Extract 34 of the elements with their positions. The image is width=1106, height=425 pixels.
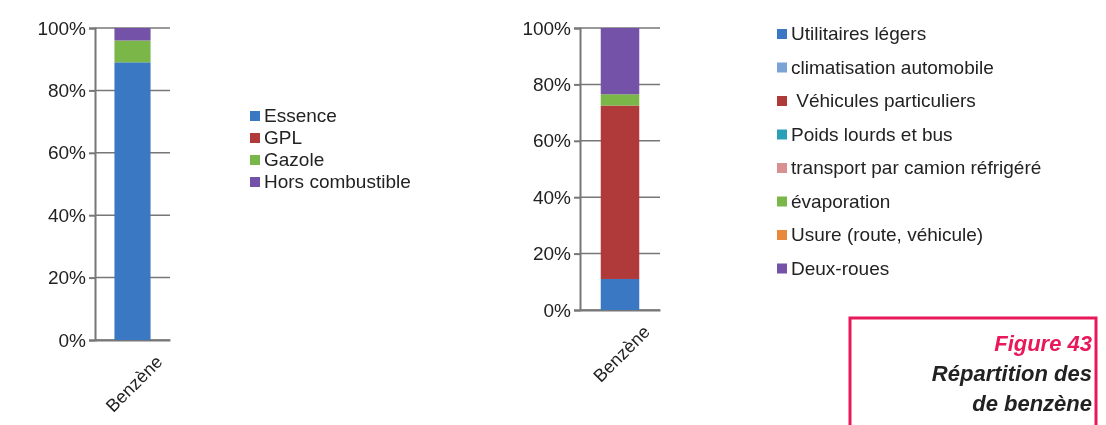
bar xyxy=(600,94,640,106)
bar xyxy=(600,105,640,279)
bar xyxy=(114,28,151,41)
legend-label: évaporation xyxy=(791,190,891,212)
legend-label: Essence xyxy=(264,105,337,126)
legend-label: GPL xyxy=(264,127,303,148)
y-tick-label: 60% xyxy=(47,142,87,164)
legend-label: Gazole xyxy=(264,149,325,170)
legend-label: Véhicules particuliers xyxy=(791,90,976,111)
y-tick-label: 80% xyxy=(532,73,572,95)
legend-label: Hors combustible xyxy=(264,171,411,192)
legend-label: Poids lourds et bus xyxy=(791,123,953,145)
text: de benzène xyxy=(972,391,1092,416)
y-tick-label: 40% xyxy=(532,186,572,208)
y-tick-label: 60% xyxy=(532,130,572,152)
bar xyxy=(114,40,151,63)
y-tick-label: 20% xyxy=(47,267,87,289)
bar xyxy=(114,62,151,340)
legend-label: climatisation automobile xyxy=(791,56,994,78)
bar xyxy=(600,28,640,95)
y-tick-label: 20% xyxy=(532,243,572,265)
text: Répartition des xyxy=(931,361,1092,386)
caption: Figure 43 xyxy=(994,331,1092,356)
legend-label: transport par camion réfrigéré xyxy=(791,157,1042,178)
y-tick-label: 0% xyxy=(543,299,572,321)
y-tick-label: 100% xyxy=(37,17,87,39)
y-tick-label: 40% xyxy=(47,204,87,226)
y-tick-label: 0% xyxy=(58,329,87,351)
legend-label: Deux-roues xyxy=(791,257,890,279)
y-tick-label: 80% xyxy=(47,79,87,101)
legend-label: Usure (route, véhicule) xyxy=(791,224,984,245)
bar xyxy=(600,278,640,310)
y-tick-label: 100% xyxy=(522,17,572,39)
legend-label: Utilitaires légers xyxy=(791,23,927,44)
